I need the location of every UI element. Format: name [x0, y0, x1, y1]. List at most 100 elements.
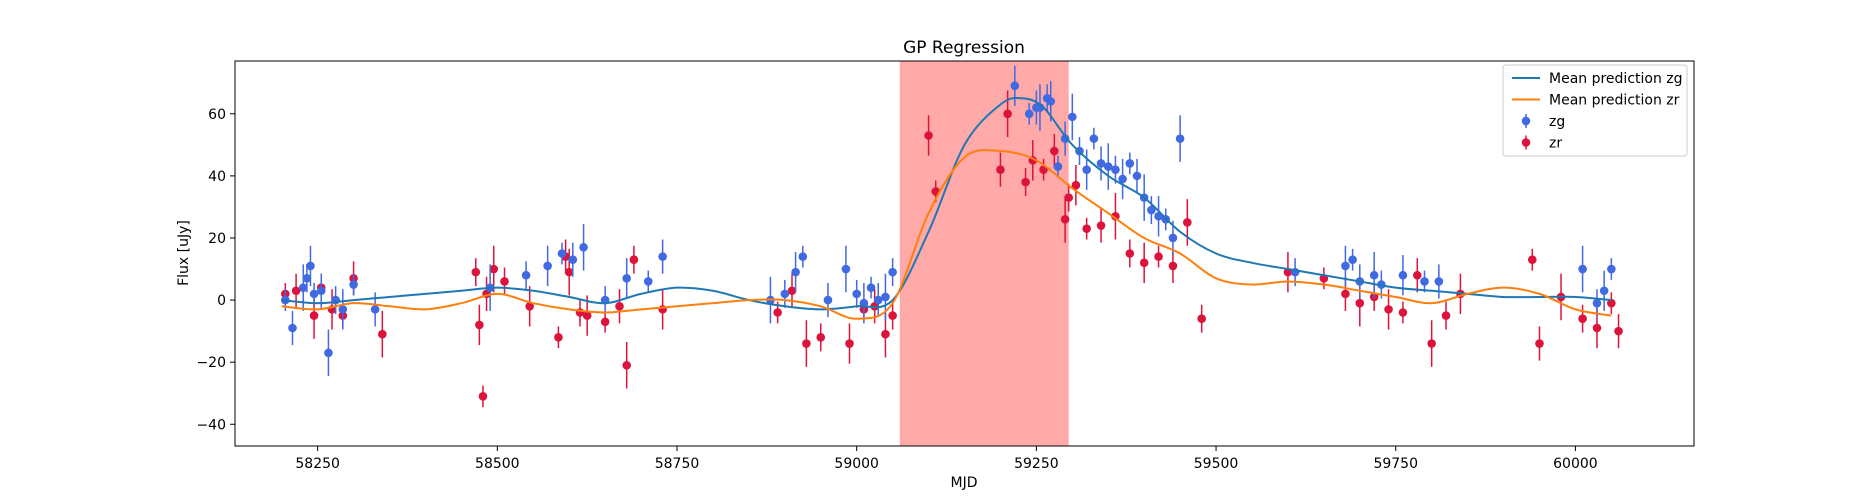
- zr-point: [1441, 311, 1451, 320]
- x-tick-label: 58750: [655, 456, 700, 472]
- zg-point: [309, 289, 319, 299]
- y-tick-label: 60: [208, 107, 226, 123]
- zg-point: [841, 264, 851, 274]
- zr-point: [1384, 305, 1393, 314]
- y-tick-label: 40: [208, 169, 226, 185]
- zr-point: [1341, 289, 1350, 299]
- zg-point: [852, 289, 861, 299]
- zr-point: [478, 392, 488, 401]
- zr-point: [1050, 146, 1059, 156]
- legend-label: Mean prediction zr: [1549, 93, 1680, 109]
- zg-point: [1096, 159, 1106, 168]
- zr-point: [888, 311, 897, 320]
- x-tick-label: 59000: [834, 456, 879, 472]
- zg-point: [866, 283, 876, 292]
- legend-marker: [1521, 116, 1531, 126]
- zg-point: [780, 289, 790, 299]
- zg-point: [1599, 286, 1609, 296]
- zg-point: [1578, 264, 1587, 274]
- zr-point: [1398, 308, 1408, 317]
- zr-point: [1125, 249, 1135, 258]
- zg-point: [1592, 298, 1602, 308]
- x-axis: 58250 58500 58750 59000 59250 59500 59750 60000: [295, 446, 1598, 472]
- zg-point: [643, 277, 653, 286]
- legend-box: [1502, 64, 1688, 157]
- zg-point: [791, 267, 800, 277]
- zr-point: [1592, 323, 1602, 333]
- line-mean-prediction-zr: [281, 149, 1612, 320]
- zr-point: [582, 311, 592, 320]
- x-axis-label: MJD: [951, 475, 978, 491]
- y-tick-label: 0: [217, 293, 226, 309]
- zg-point: [798, 252, 808, 261]
- zr-point: [996, 165, 1005, 174]
- zg-point: [1089, 134, 1099, 143]
- legend-label: zr: [1549, 136, 1562, 152]
- zr-point: [1003, 109, 1012, 119]
- y-tick-label: 20: [208, 231, 226, 247]
- zg-point: [1082, 165, 1091, 174]
- chart-title: GP Regression: [903, 38, 1025, 58]
- zr-point: [1197, 314, 1206, 324]
- zr-point: [924, 131, 933, 140]
- zr-point: [1427, 339, 1436, 348]
- zg-point: [1398, 270, 1408, 280]
- legend-label: Mean prediction zg: [1549, 71, 1683, 87]
- zg-point: [1053, 162, 1063, 171]
- zr-point: [1578, 314, 1587, 324]
- x-tick-label: 60000: [1553, 456, 1598, 472]
- series-zr: [281, 90, 1623, 408]
- zg-point: [1010, 81, 1020, 91]
- zg-point: [579, 242, 588, 252]
- x-tick-label: 59250: [1014, 456, 1059, 472]
- zg-point: [568, 255, 578, 265]
- zg-point: [1147, 205, 1156, 215]
- zg-point: [298, 283, 308, 292]
- zg-point: [823, 295, 833, 305]
- x-tick-label: 59500: [1194, 456, 1239, 472]
- zr-point: [1071, 180, 1081, 190]
- zr-point: [309, 311, 319, 320]
- zr-point: [816, 333, 826, 342]
- legend-label: zg: [1549, 114, 1565, 130]
- zr-point: [802, 339, 811, 348]
- zg-point: [1434, 277, 1444, 286]
- zg-point: [324, 348, 333, 358]
- zg-point: [1132, 171, 1142, 181]
- zg-point: [658, 252, 667, 261]
- zg-point: [1341, 261, 1350, 271]
- series-layer: [281, 65, 1623, 408]
- y-tick-label: −40: [196, 417, 226, 433]
- zg-point: [1024, 109, 1034, 119]
- zr-point: [1183, 218, 1192, 227]
- zr-point: [845, 339, 854, 348]
- zg-point: [1607, 264, 1616, 274]
- zg-point: [557, 249, 567, 258]
- legend: Mean prediction zg Mean prediction zr zg zr: [1502, 64, 1688, 157]
- zg-point: [881, 292, 890, 302]
- zr-point: [1355, 298, 1365, 308]
- zg-point: [1060, 134, 1070, 143]
- zg-point: [1118, 174, 1127, 184]
- zg-point: [1068, 112, 1077, 122]
- zg-point: [302, 274, 312, 283]
- zr-point: [622, 360, 632, 370]
- zg-point: [1175, 134, 1185, 143]
- zg-point: [622, 274, 632, 283]
- zr-point: [525, 301, 534, 311]
- zg-point: [1369, 270, 1379, 280]
- zr-point: [564, 267, 574, 277]
- zr-point: [378, 329, 387, 339]
- zg-point: [521, 270, 531, 280]
- zr-point: [1060, 215, 1070, 224]
- zr-point: [471, 267, 481, 277]
- zg-point: [1046, 97, 1056, 106]
- zg-point: [888, 267, 897, 277]
- zr-point: [1021, 177, 1030, 187]
- zr-point: [1614, 326, 1623, 336]
- y-axis-label: Flux [uJy]: [176, 220, 192, 286]
- y-axis: −40 −20 0 20 40 60: [196, 107, 235, 433]
- zg-point: [1420, 277, 1429, 286]
- zg-point: [306, 261, 315, 271]
- plot-frame: [234, 60, 1695, 447]
